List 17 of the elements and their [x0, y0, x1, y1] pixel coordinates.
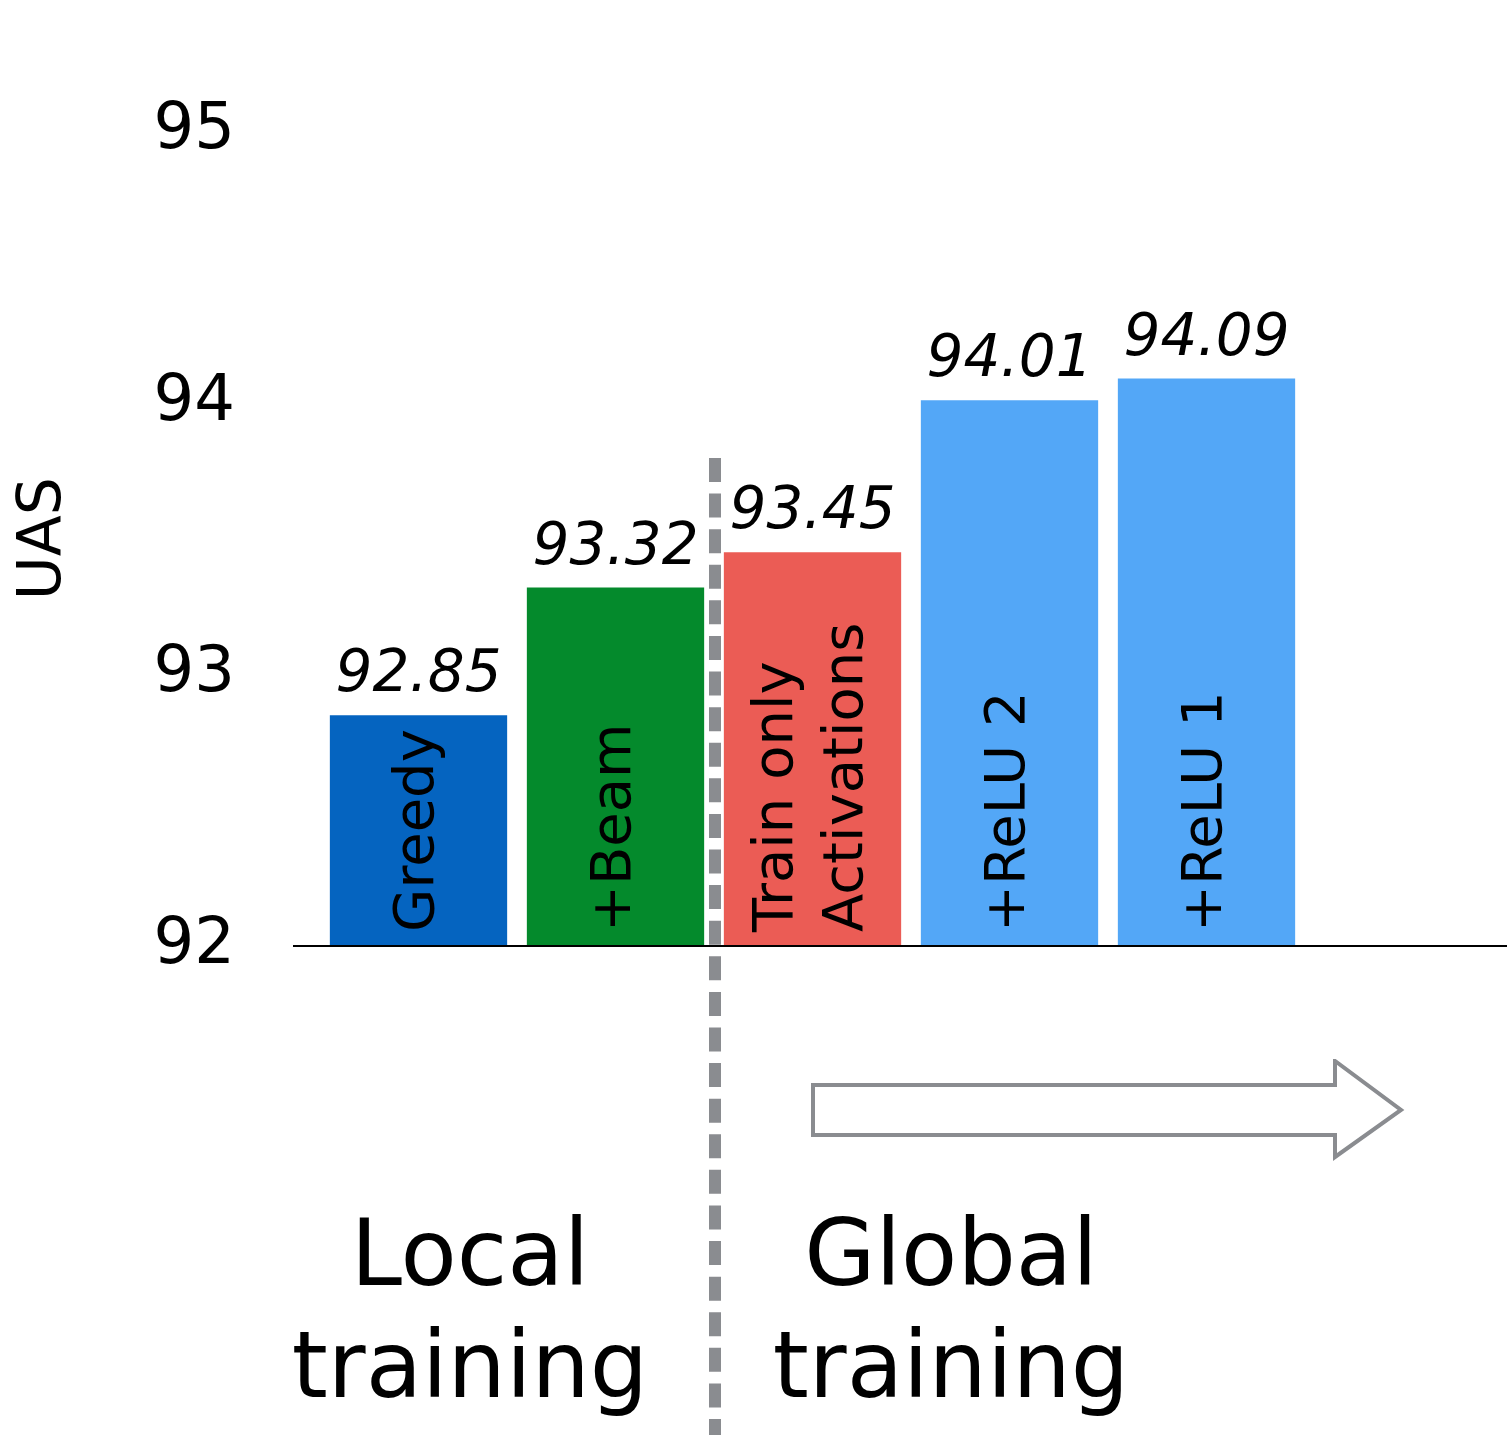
data-label: 93.45 [729, 474, 896, 543]
data-label: 94.01 [926, 322, 1093, 391]
y-axis-title: UAS [3, 477, 74, 601]
y-tick-label: 95 [153, 89, 235, 164]
text: Global training [771, 1199, 1131, 1421]
data-label: 93.32 [532, 509, 699, 578]
x-tick-label: Greedy [381, 729, 447, 932]
y-tick-label: 92 [153, 903, 235, 978]
data-label: 94.09 [1123, 300, 1290, 369]
data-label: 92.85 [335, 637, 502, 706]
y-tick-label: 94 [153, 360, 235, 435]
y-tick-label: 93 [153, 632, 235, 707]
text: Local training [290, 1199, 650, 1421]
x-tick-label: +ReLU 2 [972, 691, 1038, 932]
x-tick-label: +Beam [578, 723, 644, 932]
x-tick-label: +ReLU 1 [1169, 691, 1235, 932]
x-tick-label: Train only Activations [740, 622, 876, 933]
